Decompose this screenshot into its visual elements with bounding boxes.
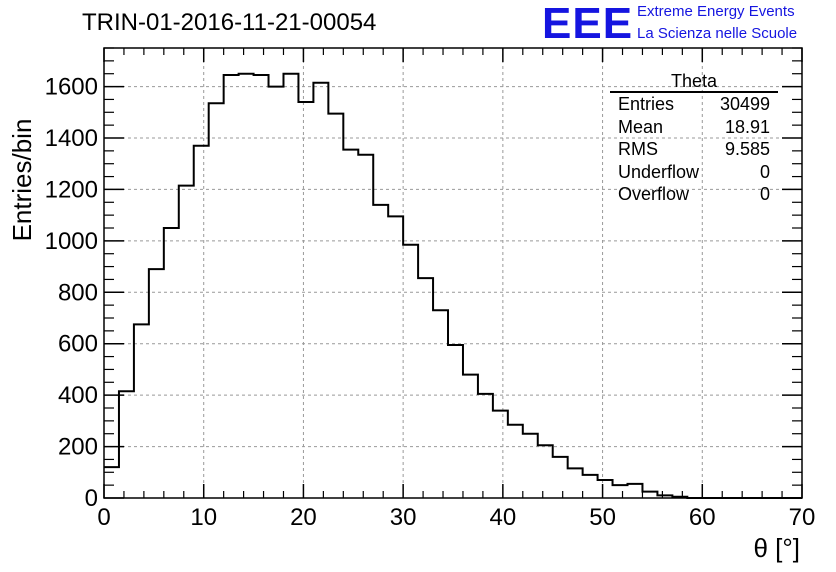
stats-label: RMS	[618, 139, 658, 159]
stats-row: Entries 30499	[610, 93, 778, 116]
x-axis-label: θ [°]	[753, 533, 800, 563]
stats-label: Underflow	[618, 161, 700, 182]
x-tick-label: 60	[689, 504, 716, 531]
y-tick-label: 1600	[45, 74, 98, 101]
x-tick-label: 0	[97, 504, 110, 531]
x-tick-label: 50	[589, 504, 616, 531]
stats-value: 9.585	[724, 139, 770, 159]
x-tick-labels: 0 10 20 30 40 50 60 70	[97, 504, 815, 531]
stats-row: Overflow 0	[610, 183, 778, 206]
stats-label: Mean	[618, 116, 664, 137]
histogram-line	[104, 72, 802, 499]
x-tick-label: 20	[290, 504, 317, 531]
stats-value: 18.91	[724, 116, 770, 137]
stats-value: 0	[759, 161, 770, 182]
y-tick-labels: 0 200 400 600 800 1000 1200 1400 1600	[45, 74, 98, 512]
stats-row: RMS 9.585	[610, 138, 778, 161]
chart-title: TRIN-01-2016-11-21-00054	[82, 9, 377, 36]
stats-value: 30499	[719, 94, 770, 114]
stats-label: Entries	[618, 94, 675, 114]
x-tick-label: 10	[190, 504, 217, 531]
stats-row: Mean 18.91	[610, 116, 778, 139]
logo-line-2: La Scienza nelle Scuole	[637, 25, 798, 42]
logo-line-1: Extreme Energy Events	[637, 3, 795, 20]
y-tick-label: 1000	[45, 228, 98, 255]
y-tick-label: 1200	[45, 176, 98, 203]
grid	[104, 48, 802, 498]
y-tick-label: 200	[58, 434, 98, 461]
stats-box: Theta Entries 30499 Mean 18.91 RMS 9.585…	[610, 72, 778, 206]
y-tick-label: 600	[58, 331, 98, 358]
y-tick-label: 1400	[45, 125, 98, 152]
x-tick-label: 30	[390, 504, 417, 531]
stats-title: Theta	[610, 72, 778, 93]
x-tick-label: 70	[789, 504, 816, 531]
y-axis-label: Entries/bin	[7, 119, 37, 242]
y-tick-label: 400	[58, 382, 98, 409]
plot-frame	[103, 47, 803, 499]
eee-logo: EEE	[542, 0, 634, 48]
stats-value: 0	[759, 184, 770, 204]
stats-row: Underflow 0	[610, 161, 778, 184]
y-tick-label: 800	[58, 279, 98, 306]
y-tick-label: 0	[85, 485, 98, 512]
x-tick-label: 40	[490, 504, 517, 531]
stats-label: Overflow	[618, 184, 690, 204]
